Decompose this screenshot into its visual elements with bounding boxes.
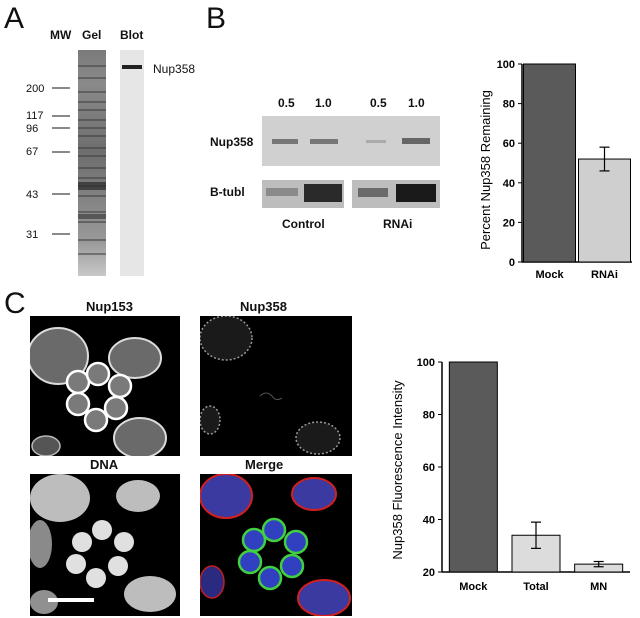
chart-b-bar-rnai — [578, 158, 631, 263]
mw-marker-117: 117 — [26, 110, 44, 122]
western-blot-image — [262, 116, 440, 208]
chart-c-ylabel: Nup358 Fluorescence Intensity — [390, 380, 405, 560]
blot-protein-label: Nup358 — [153, 62, 196, 76]
chart-c-ytick-label-3: 80 — [423, 410, 435, 422]
chart-b-category-label-rnai: RNAi — [591, 269, 618, 281]
chart-b-ytick-label-4: 80 — [503, 99, 515, 111]
chart-c-ytick-label-4: 100 — [417, 357, 435, 369]
chart-b-category-label-mock: Mock — [535, 269, 564, 281]
blot-row-label-nup358: Nup358 — [210, 135, 254, 149]
panel-letter-b: B — [206, 2, 227, 35]
mw-marker-31: 31 — [26, 229, 39, 241]
image-title-nup358: Nup358 — [240, 299, 287, 314]
gel-label: Gel — [82, 28, 102, 42]
chart-c-category-label-mock: Mock — [459, 581, 488, 593]
mw-marker-200: 200 — [26, 83, 45, 95]
lane-load-2: 1.0 — [315, 96, 332, 110]
chart-c-category-label-mn: MN — [590, 581, 607, 593]
lane-load-3: 0.5 — [370, 96, 387, 110]
image-title-merge: Merge — [245, 457, 284, 472]
chart-b-bar-mock — [523, 63, 576, 263]
chart-percent-remaining: Percent Nup358 Remaining 0 20 40 60 80 100 Moc… — [478, 59, 632, 281]
gel-image — [52, 50, 144, 276]
micrograph-nup153 — [30, 316, 180, 456]
mw-marker-96: 96 — [26, 123, 39, 135]
micrograph-merge — [200, 474, 352, 616]
group-label-control: Control — [282, 217, 325, 231]
chart-c-ytick-label-0: 20 — [423, 567, 435, 579]
panel-letter-a: A — [4, 2, 25, 35]
chart-b-ytick-label-2: 40 — [503, 178, 515, 190]
image-title-nup153: Nup153 — [86, 299, 133, 314]
chart-c-category-label-total: Total — [523, 581, 548, 593]
micrograph-nup358 — [200, 316, 352, 456]
mw-label: MW — [50, 28, 72, 42]
mw-marker-67: 67 — [26, 146, 39, 158]
chart-b-ytick-label-0: 0 — [509, 257, 515, 269]
chart-c-ytick-label-1: 40 — [423, 515, 435, 527]
micrograph-dna — [30, 474, 180, 616]
lane-load-1: 0.5 — [278, 96, 295, 110]
chart-b-ytick-label-1: 20 — [503, 217, 515, 229]
chart-fluorescence-intensity: Nup358 Fluorescence Intensity 20 40 60 80 10… — [390, 357, 630, 593]
blot-label: Blot — [120, 28, 144, 42]
lane-load-4: 1.0 — [408, 96, 425, 110]
panel-letter-c: C — [4, 287, 26, 320]
chart-c-bar-mock — [448, 361, 498, 573]
scale-bar — [48, 598, 94, 602]
chart-c-ytick-label-2: 60 — [423, 462, 435, 474]
chart-b-ytick-label-5: 100 — [497, 59, 515, 71]
mw-marker-43: 43 — [26, 189, 39, 201]
chart-b-ylabel: Percent Nup358 Remaining — [478, 90, 493, 250]
blot-row-label-btubl: B-tubl — [210, 185, 245, 199]
image-title-dna: DNA — [90, 457, 119, 472]
chart-b-ytick-label-3: 60 — [503, 138, 515, 150]
group-label-rnai: RNAi — [383, 217, 413, 231]
